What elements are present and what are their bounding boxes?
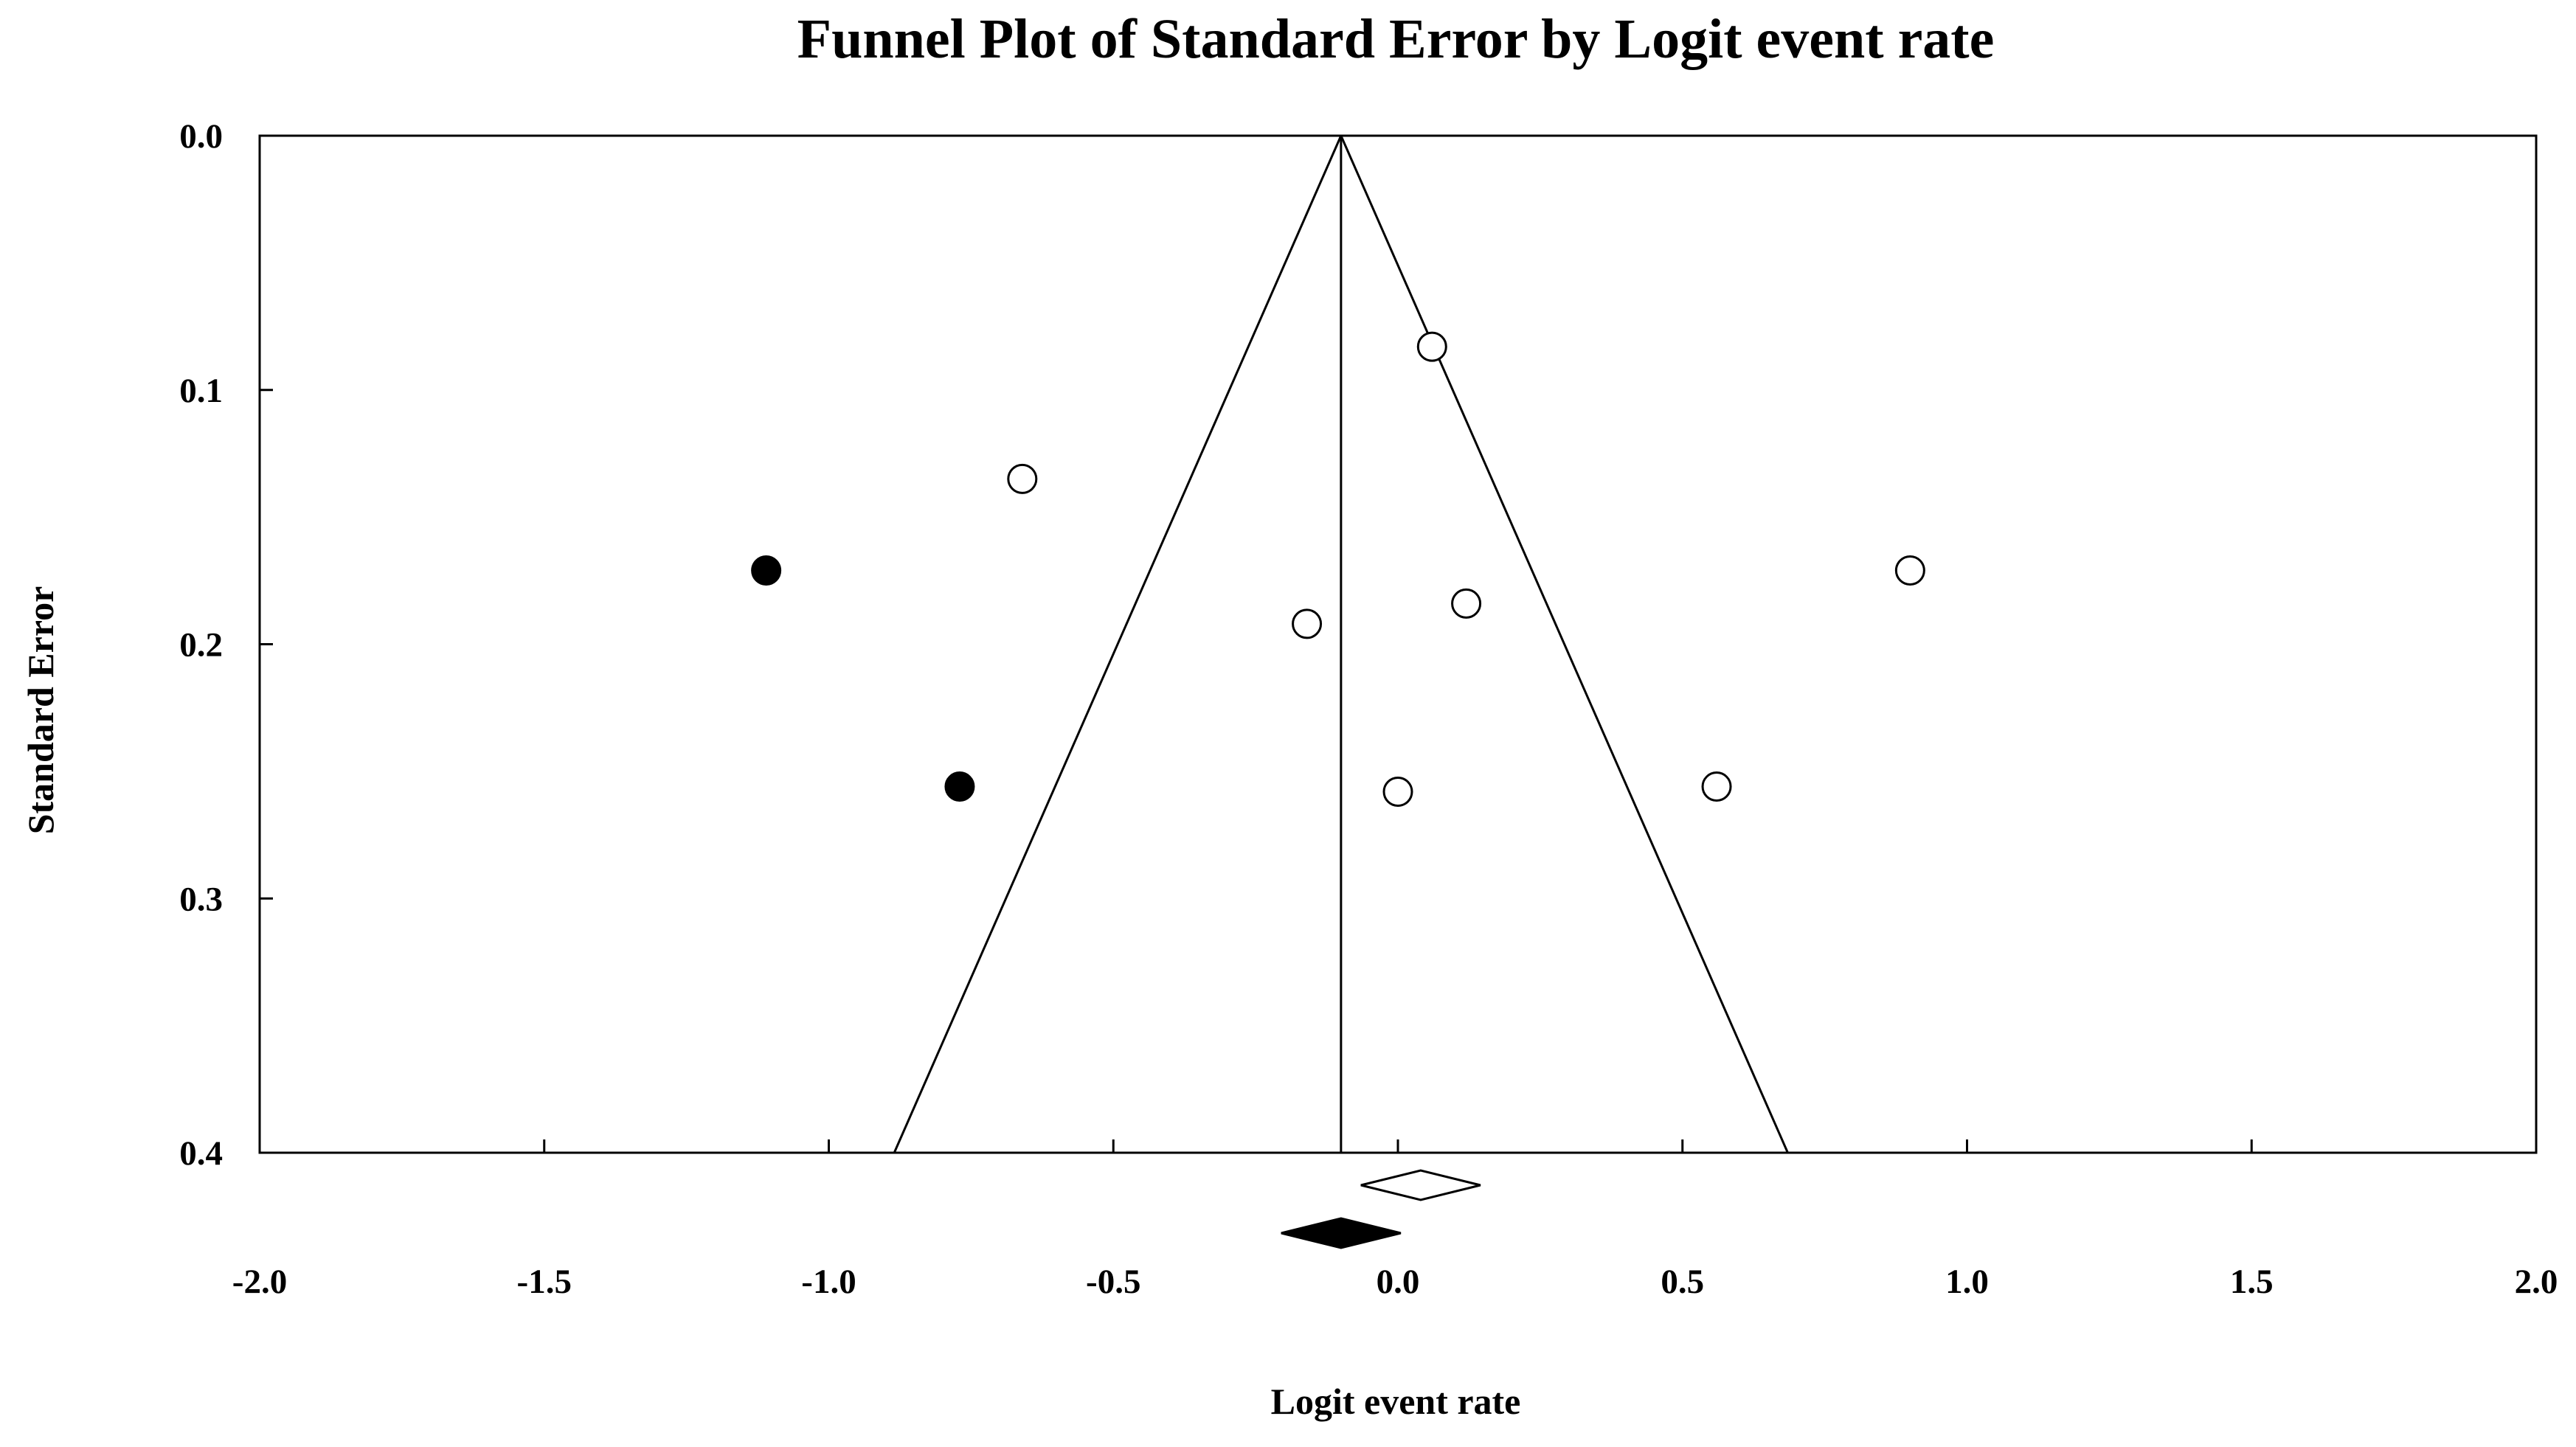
x-tick-label: 1.0 [1945,1263,1989,1301]
data-marks [751,331,1925,1249]
open-data-point [1701,771,1732,802]
funnel-left-line [893,135,1343,1153]
open-data-point [1382,776,1413,807]
filled-data-point [751,555,782,586]
summary-diamond-filled [1281,1217,1402,1249]
y-axis-label: Standard Error [20,586,61,835]
x-axis-ticks: -2.0 -1.5 -1.0 -0.5 0.0 0.5 1.0 1.5 2.0 [232,1139,2558,1301]
y-tick-label: 0.1 [179,372,223,410]
x-tick-label: -1.0 [801,1263,856,1301]
y-tick-label: 0.2 [179,626,223,664]
open-data-point [1451,588,1482,619]
x-axis-label: Logit event rate [1271,1381,1521,1422]
x-tick-label: -1.5 [517,1263,572,1301]
summary-diamond-open [1360,1169,1481,1201]
filled-data-point [944,771,975,802]
open-data-point [1007,463,1038,494]
open-data-point [1894,555,1925,586]
y-axis-ticks: 0.0 0.1 0.2 0.3 0.4 [179,117,273,1173]
x-tick-label: 1.5 [2230,1263,2274,1301]
chart-title: Funnel Plot of Standard Error by Logit e… [797,8,1995,70]
open-data-point [1292,608,1323,639]
y-tick-label: 0.0 [179,117,223,156]
x-tick-label: 0.0 [1377,1263,1420,1301]
x-tick-label: 2.0 [2515,1263,2558,1301]
y-tick-label: 0.3 [179,880,223,918]
x-tick-label: -0.5 [1086,1263,1140,1301]
plot-area [258,134,2538,1154]
x-tick-label: -2.0 [232,1263,287,1301]
open-data-point [1416,331,1447,362]
plot-frame [258,134,2538,1154]
y-tick-label: 0.4 [179,1134,223,1173]
x-tick-label: 0.5 [1661,1263,1704,1301]
funnel-right-line [1340,135,1789,1153]
